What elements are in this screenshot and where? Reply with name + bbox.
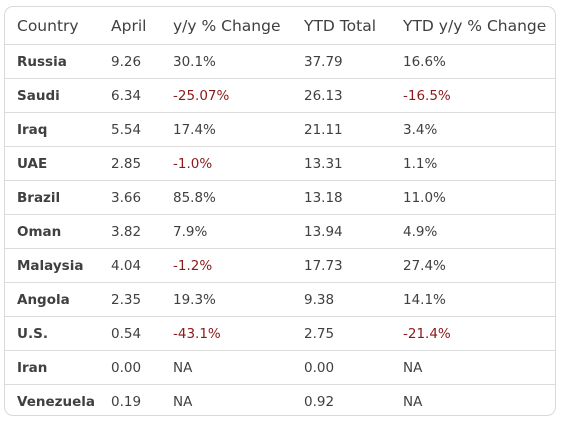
cell-ytd-yy-change: NA [391, 350, 555, 385]
table-row: Russia 9.26 30.1% 37.79 16.6% [5, 44, 555, 79]
table-header: Country April y/y % Change YTD Total YTD… [5, 7, 555, 45]
cell-country: Iran [5, 350, 99, 385]
cell-april: 0.00 [99, 350, 161, 385]
cell-ytd-total: 0.00 [292, 350, 391, 385]
cell-april: 6.34 [99, 78, 161, 113]
cell-yy-change: -43.1% [161, 316, 292, 351]
cell-ytd-total: 17.73 [292, 248, 391, 283]
data-table-card: Country April y/y % Change YTD Total YTD… [4, 6, 556, 416]
table-row: Malaysia 4.04 -1.2% 17.73 27.4% [5, 248, 555, 283]
table-row: Iran 0.00 NA 0.00 NA [5, 350, 555, 385]
table-row: Oman 3.82 7.9% 13.94 4.9% [5, 214, 555, 249]
cell-country: Russia [5, 44, 99, 79]
cell-country: Iraq [5, 112, 99, 147]
cell-country: U.S. [5, 316, 99, 351]
cell-yy-change: 19.3% [161, 282, 292, 317]
cell-ytd-total: 13.31 [292, 146, 391, 181]
cell-april: 3.66 [99, 180, 161, 215]
header-yy-change: y/y % Change [161, 7, 292, 45]
cell-yy-change: 17.4% [161, 112, 292, 147]
cell-april: 4.04 [99, 248, 161, 283]
cell-ytd-yy-change: 3.4% [391, 112, 555, 147]
cell-ytd-yy-change: -21.4% [391, 316, 555, 351]
cell-yy-change: -25.07% [161, 78, 292, 113]
cell-ytd-total: 13.18 [292, 180, 391, 215]
cell-ytd-total: 26.13 [292, 78, 391, 113]
cell-ytd-yy-change: 16.6% [391, 44, 555, 79]
cell-country: Brazil [5, 180, 99, 215]
cell-april: 3.82 [99, 214, 161, 249]
cell-ytd-yy-change: 4.9% [391, 214, 555, 249]
cell-country: UAE [5, 146, 99, 181]
cell-ytd-total: 9.38 [292, 282, 391, 317]
table-row: Iraq 5.54 17.4% 21.11 3.4% [5, 112, 555, 147]
header-ytd-yy-change: YTD y/y % Change [391, 7, 555, 45]
cell-country: Saudi [5, 78, 99, 113]
table-row: U.S. 0.54 -43.1% 2.75 -21.4% [5, 316, 555, 351]
cell-yy-change: -1.2% [161, 248, 292, 283]
cell-april: 2.35 [99, 282, 161, 317]
cell-yy-change: NA [173, 393, 193, 410]
cell-april: 5.54 [99, 112, 161, 147]
cell-yy-change: 7.9% [161, 214, 292, 249]
cell-april: 2.85 [99, 146, 161, 181]
cell-ytd-total: 21.11 [292, 112, 391, 147]
table-row: Angola 2.35 19.3% 9.38 14.1% [5, 282, 555, 317]
cell-ytd-total: 13.94 [292, 214, 391, 249]
cell-country: Angola [5, 282, 99, 317]
header-row: Country April y/y % Change YTD Total YTD… [5, 7, 555, 45]
cell-ytd-total: 0.92 [304, 393, 335, 410]
table-row: Venezuela 0.19 NA 0.92 NA [5, 385, 555, 416]
cell-yy-change: -1.0% [161, 146, 292, 181]
table-row: Saudi 6.34 -25.07% 26.13 -16.5% [5, 78, 555, 113]
cell-april: 9.26 [99, 44, 161, 79]
table-row: Brazil 3.66 85.8% 13.18 11.0% [5, 180, 555, 215]
header-ytd-total: YTD Total [292, 7, 391, 45]
cell-april: 0.19 [111, 393, 142, 410]
header-country: Country [5, 7, 99, 45]
table-row: UAE 2.85 -1.0% 13.31 1.1% [5, 146, 555, 181]
cell-country: Venezuela [17, 393, 95, 410]
cell-ytd-total: 37.79 [292, 44, 391, 79]
cell-ytd-yy-change: 14.1% [391, 282, 555, 317]
table-body: Russia 9.26 30.1% 37.79 16.6% Saudi 6.34 -25.07… [5, 44, 555, 416]
header-april: April [99, 7, 161, 45]
cell-ytd-yy-change: 11.0% [391, 180, 555, 215]
cell-ytd-yy-change: 1.1% [391, 146, 555, 181]
cell-country: Malaysia [5, 248, 99, 283]
cell-yy-change: NA [161, 350, 292, 385]
cell-country: Oman [5, 214, 99, 249]
cell-ytd-yy-change: NA [403, 393, 423, 410]
cell-april: 0.54 [99, 316, 161, 351]
country-data-table: Country April y/y % Change YTD Total YTD… [5, 7, 555, 416]
cell-yy-change: 85.8% [161, 180, 292, 215]
cell-ytd-yy-change: 27.4% [391, 248, 555, 283]
cell-yy-change: 30.1% [161, 44, 292, 79]
cell-ytd-total: 2.75 [292, 316, 391, 351]
cell-ytd-yy-change: -16.5% [391, 78, 555, 113]
